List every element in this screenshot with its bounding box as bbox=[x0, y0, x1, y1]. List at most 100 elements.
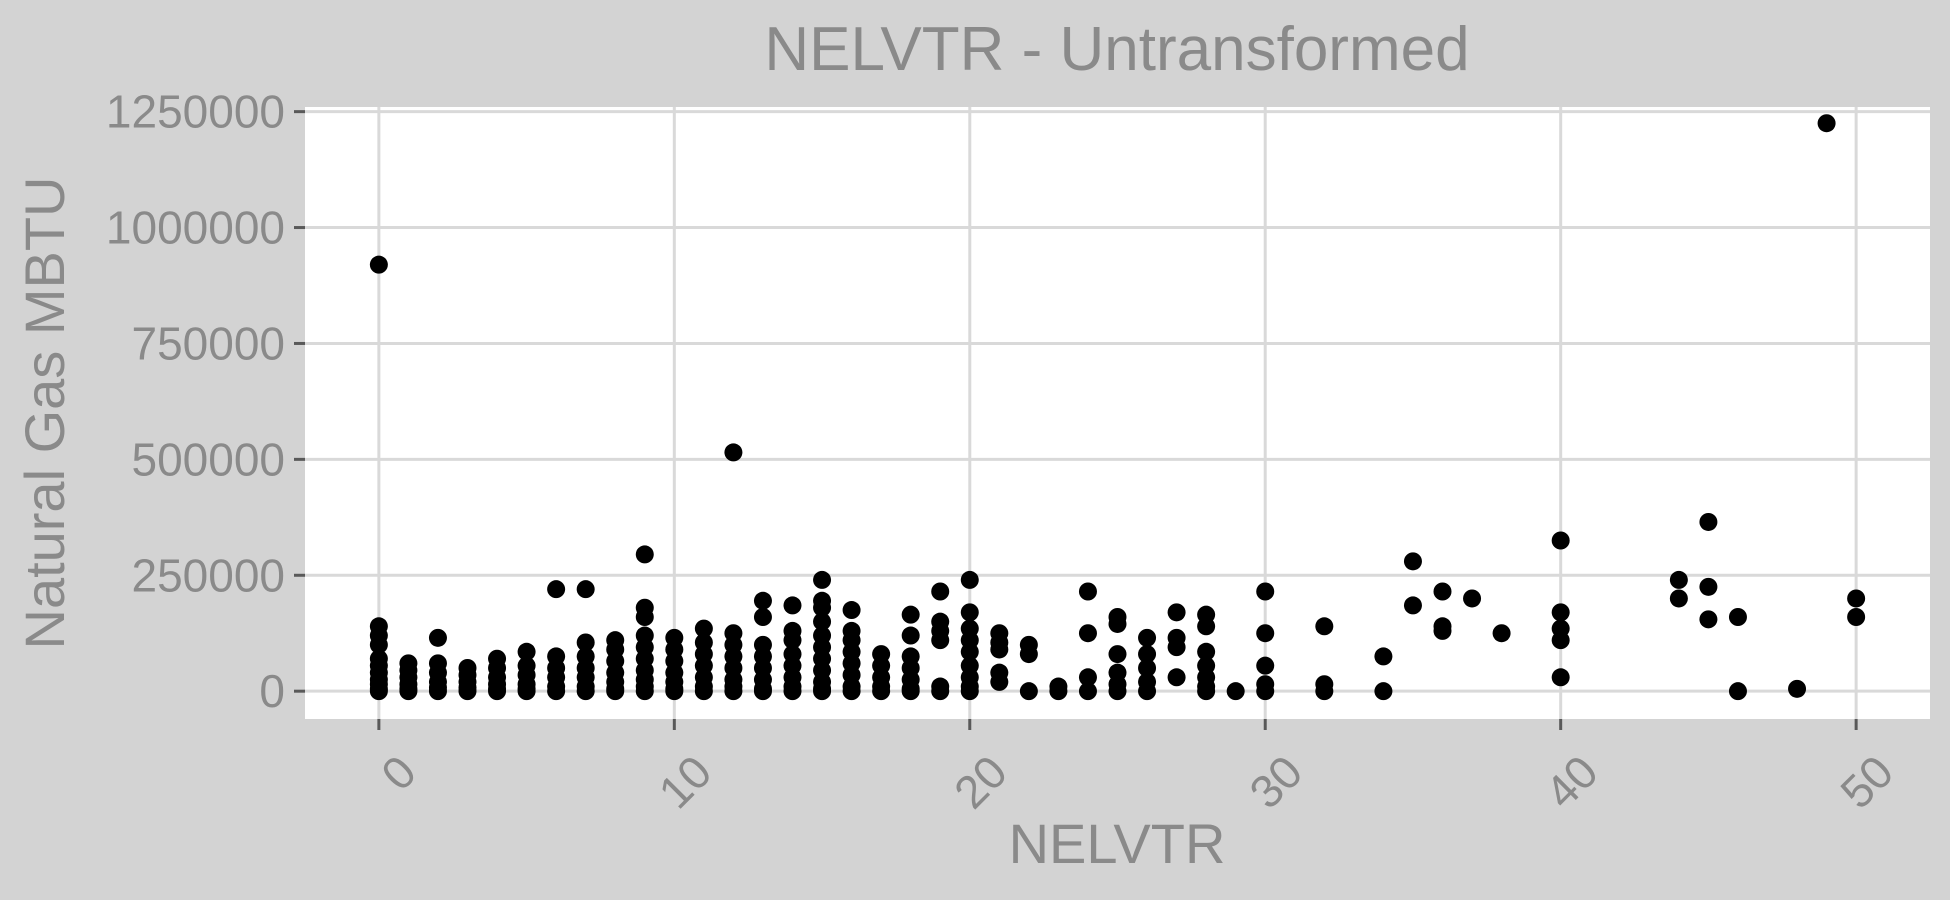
data-point bbox=[1019, 645, 1038, 664]
data-point bbox=[842, 601, 861, 620]
data-point bbox=[1669, 570, 1688, 589]
data-point bbox=[635, 545, 654, 564]
data-point bbox=[428, 682, 447, 701]
data-point bbox=[1019, 682, 1038, 701]
data-point bbox=[1463, 589, 1482, 608]
data-point bbox=[1403, 552, 1422, 571]
data-points bbox=[369, 114, 1866, 701]
data-point bbox=[1256, 582, 1275, 601]
chart-title: NELVTR - Untransformed bbox=[764, 15, 1469, 84]
data-point bbox=[753, 591, 772, 610]
data-point bbox=[783, 631, 802, 650]
data-point bbox=[872, 682, 891, 701]
y-tick-label: 750000 bbox=[132, 317, 286, 369]
data-point bbox=[901, 682, 920, 701]
data-point bbox=[960, 682, 979, 701]
data-point bbox=[635, 608, 654, 626]
data-point bbox=[1374, 647, 1393, 666]
data-point bbox=[458, 682, 477, 701]
data-point bbox=[1138, 682, 1157, 701]
data-point bbox=[1256, 682, 1275, 701]
data-point bbox=[990, 640, 1009, 659]
data-point bbox=[842, 682, 861, 701]
data-point bbox=[1138, 628, 1157, 647]
data-point bbox=[1315, 682, 1334, 701]
data-point bbox=[1551, 631, 1570, 650]
data-point bbox=[1197, 617, 1216, 636]
y-tick-label: 1000000 bbox=[106, 202, 285, 254]
data-point bbox=[1315, 617, 1334, 636]
axis-ticks bbox=[294, 110, 1858, 730]
data-point bbox=[1197, 682, 1216, 701]
data-point bbox=[960, 642, 979, 661]
data-point bbox=[576, 633, 595, 652]
data-point bbox=[1728, 682, 1747, 701]
x-axis-label: NELVTR bbox=[1009, 812, 1226, 875]
data-point bbox=[1403, 596, 1422, 615]
data-point bbox=[1551, 531, 1570, 550]
data-point bbox=[813, 598, 832, 617]
y-tick-label: 500000 bbox=[132, 433, 286, 485]
data-point bbox=[1492, 624, 1511, 643]
y-axis-label: Natural Gas MBTU bbox=[13, 177, 76, 650]
data-point bbox=[931, 631, 950, 650]
data-point bbox=[488, 682, 507, 701]
data-point bbox=[724, 443, 743, 462]
data-point bbox=[694, 619, 713, 638]
data-point bbox=[724, 682, 743, 701]
data-point bbox=[1078, 582, 1097, 601]
data-point bbox=[1108, 682, 1127, 701]
data-point bbox=[1433, 621, 1452, 640]
data-point bbox=[1138, 659, 1157, 677]
data-point bbox=[694, 682, 713, 701]
data-point bbox=[1433, 582, 1452, 601]
data-point bbox=[665, 682, 684, 701]
data-point bbox=[1256, 656, 1275, 675]
data-point bbox=[1728, 608, 1747, 626]
data-point bbox=[813, 570, 832, 589]
data-point bbox=[1226, 682, 1245, 701]
data-point bbox=[399, 682, 418, 701]
data-point bbox=[606, 682, 625, 701]
data-point bbox=[1108, 645, 1127, 664]
data-point bbox=[1374, 682, 1393, 701]
data-point bbox=[1078, 624, 1097, 643]
data-point bbox=[1817, 114, 1836, 133]
data-point bbox=[1167, 638, 1186, 657]
data-point bbox=[783, 682, 802, 701]
data-point bbox=[1167, 668, 1186, 687]
data-point bbox=[813, 612, 832, 631]
data-point bbox=[369, 682, 388, 701]
data-point bbox=[1847, 608, 1866, 626]
data-point bbox=[783, 596, 802, 615]
data-point bbox=[1167, 603, 1186, 622]
data-point bbox=[901, 626, 920, 645]
data-point bbox=[753, 682, 772, 701]
data-point bbox=[517, 642, 536, 661]
data-point bbox=[813, 682, 832, 701]
data-point bbox=[1699, 577, 1718, 596]
data-point bbox=[931, 682, 950, 701]
y-tick-label: 0 bbox=[259, 665, 285, 717]
data-point bbox=[1699, 512, 1718, 531]
y-tick-label: 250000 bbox=[132, 549, 286, 601]
y-tick-label: 1250000 bbox=[106, 86, 285, 138]
data-point bbox=[369, 635, 388, 654]
data-point bbox=[1669, 589, 1688, 608]
data-point bbox=[576, 580, 595, 599]
data-point bbox=[547, 682, 566, 701]
data-point bbox=[960, 603, 979, 622]
data-point bbox=[1078, 668, 1097, 687]
data-point bbox=[517, 682, 536, 701]
data-point bbox=[901, 605, 920, 624]
data-point bbox=[1049, 682, 1068, 701]
data-point bbox=[547, 580, 566, 599]
data-point bbox=[990, 672, 1009, 691]
data-point bbox=[1138, 645, 1157, 664]
data-point bbox=[960, 570, 979, 589]
y-tick-labels: 0 250000 500000 750000 1000000 1250000 bbox=[106, 86, 285, 718]
data-point bbox=[931, 582, 950, 601]
data-point bbox=[1078, 682, 1097, 701]
data-point bbox=[753, 608, 772, 626]
